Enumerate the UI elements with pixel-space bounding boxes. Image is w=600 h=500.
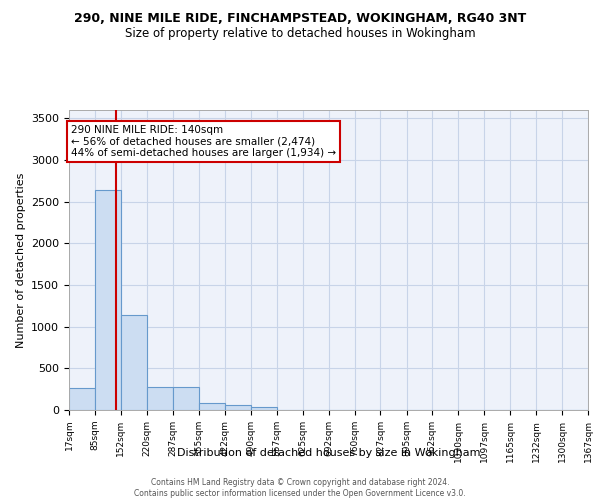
- Bar: [95, 190, 121, 410]
- Bar: [173, 386, 199, 410]
- Bar: [251, 407, 277, 410]
- Text: 290 NINE MILE RIDE: 140sqm
← 56% of detached houses are smaller (2,474)
44% of s: 290 NINE MILE RIDE: 140sqm ← 56% of deta…: [71, 125, 336, 158]
- Bar: [224, 406, 251, 410]
- Bar: [121, 315, 147, 410]
- Text: Contains HM Land Registry data © Crown copyright and database right 2024.
Contai: Contains HM Land Registry data © Crown c…: [134, 478, 466, 498]
- Text: 290, NINE MILE RIDE, FINCHAMPSTEAD, WOKINGHAM, RG40 3NT: 290, NINE MILE RIDE, FINCHAMPSTEAD, WOKI…: [74, 12, 526, 26]
- Text: Size of property relative to detached houses in Wokingham: Size of property relative to detached ho…: [125, 28, 475, 40]
- Bar: [69, 388, 95, 410]
- Text: Distribution of detached houses by size in Wokingham: Distribution of detached houses by size …: [177, 448, 481, 458]
- Bar: [147, 386, 173, 410]
- Y-axis label: Number of detached properties: Number of detached properties: [16, 172, 26, 348]
- Bar: [199, 402, 224, 410]
